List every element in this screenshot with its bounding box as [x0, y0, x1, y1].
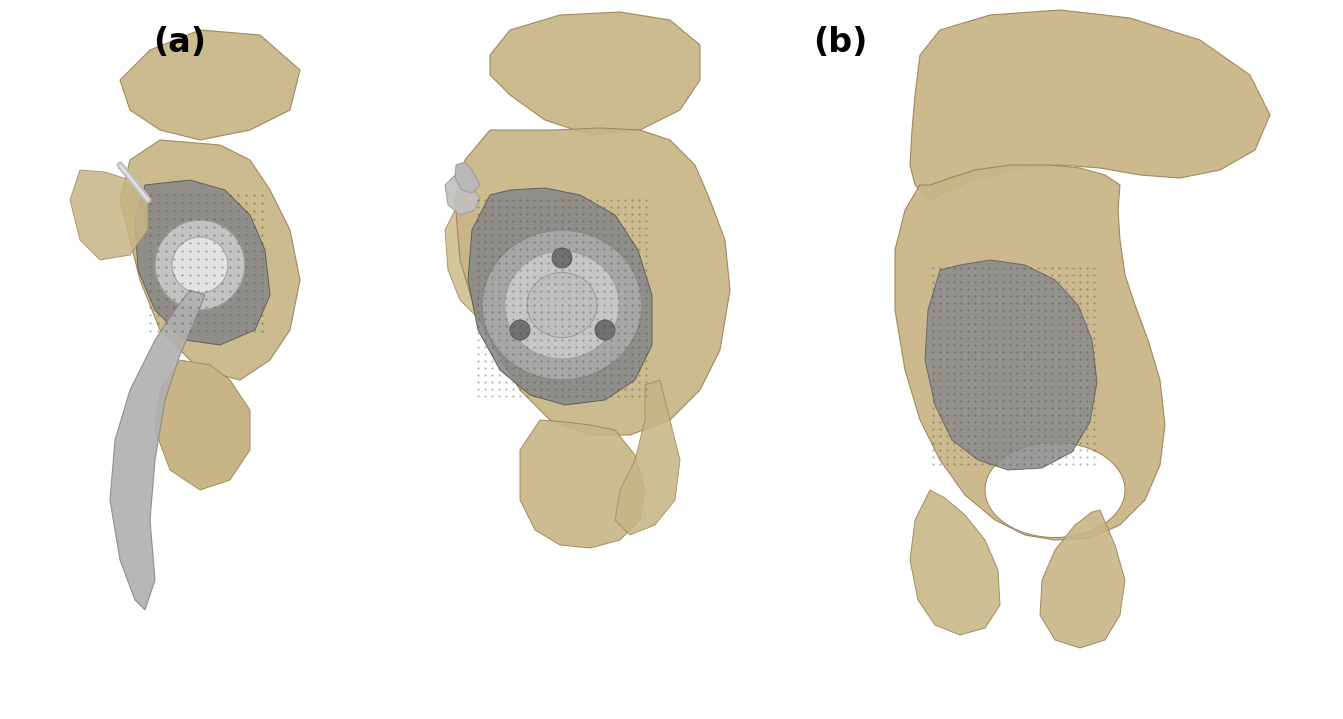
Polygon shape	[154, 360, 250, 490]
Circle shape	[552, 248, 572, 268]
Polygon shape	[520, 420, 645, 548]
Polygon shape	[445, 200, 514, 325]
Polygon shape	[1039, 510, 1125, 648]
Text: (b): (b)	[813, 25, 868, 58]
Circle shape	[510, 320, 530, 340]
Polygon shape	[445, 175, 479, 215]
Polygon shape	[455, 128, 731, 435]
Ellipse shape	[526, 273, 598, 337]
Polygon shape	[120, 30, 299, 140]
Polygon shape	[136, 180, 270, 345]
Circle shape	[154, 220, 244, 310]
Polygon shape	[120, 140, 299, 380]
Polygon shape	[110, 290, 205, 610]
Polygon shape	[70, 170, 148, 260]
Circle shape	[172, 237, 228, 293]
Ellipse shape	[482, 230, 642, 380]
Polygon shape	[467, 188, 651, 405]
Polygon shape	[490, 12, 700, 135]
Text: (a): (a)	[153, 25, 207, 58]
Polygon shape	[455, 162, 479, 193]
Ellipse shape	[984, 442, 1125, 538]
Ellipse shape	[505, 251, 619, 359]
Polygon shape	[911, 10, 1270, 200]
Polygon shape	[911, 490, 1001, 635]
Polygon shape	[615, 380, 680, 535]
Circle shape	[595, 320, 615, 340]
Polygon shape	[894, 165, 1164, 540]
Polygon shape	[925, 260, 1097, 470]
